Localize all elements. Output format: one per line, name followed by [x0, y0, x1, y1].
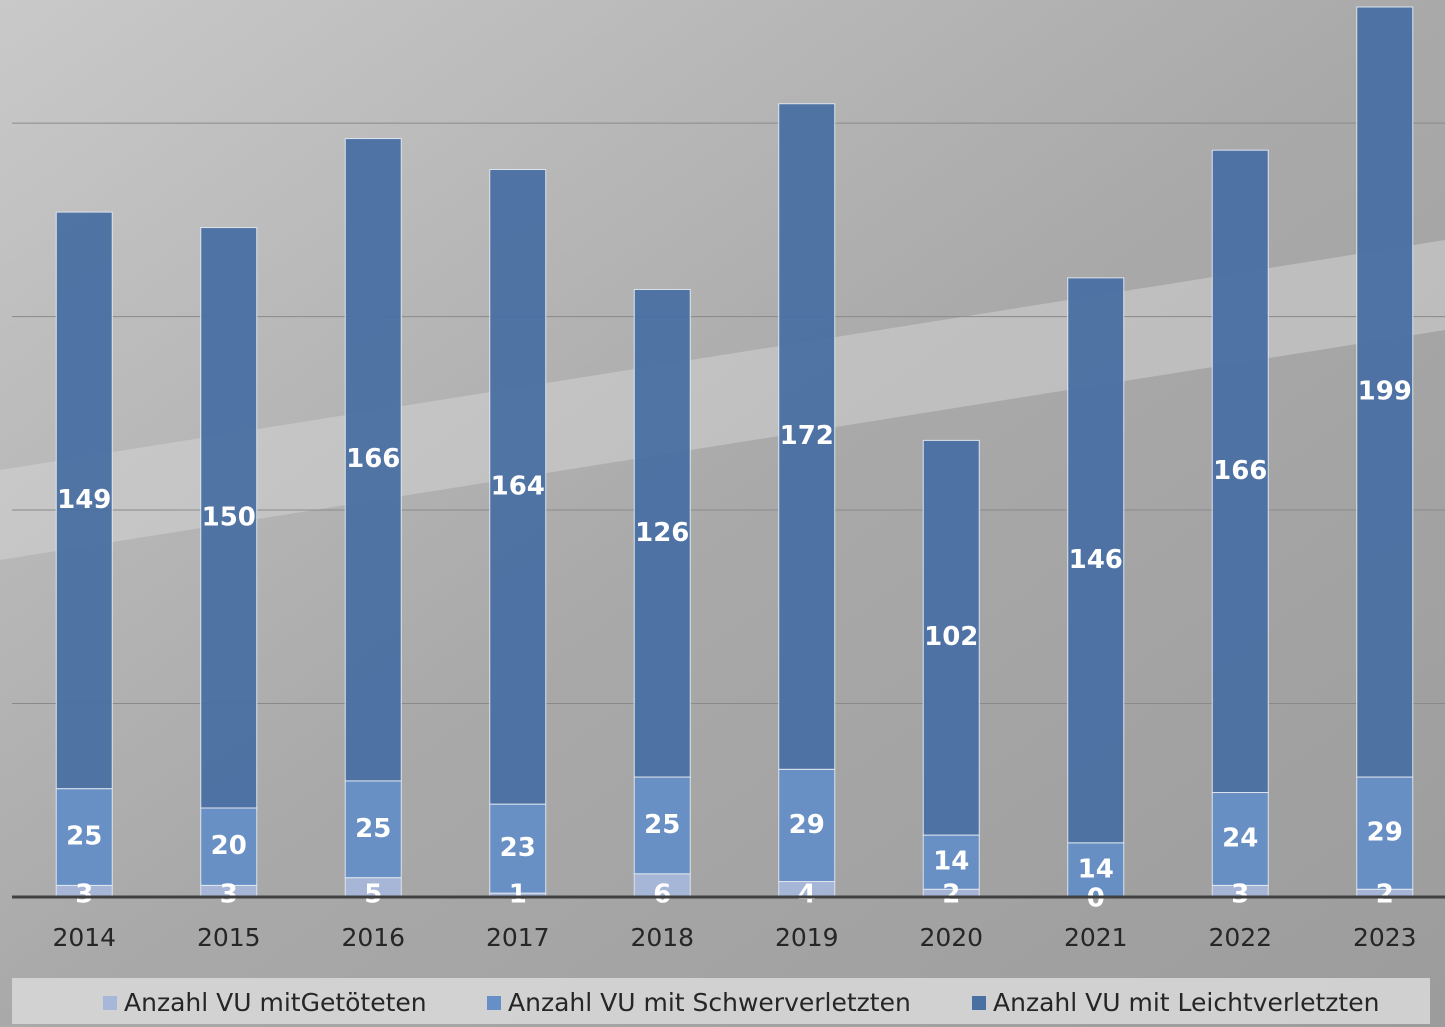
x-tick-label: 2021 — [1064, 923, 1128, 952]
x-tick-label: 2015 — [197, 923, 261, 952]
data-label: 2 — [1376, 880, 1394, 910]
data-label: 146 — [1069, 545, 1123, 575]
data-label: 20 — [211, 831, 247, 861]
data-label: 164 — [491, 471, 545, 501]
data-label: 24 — [1222, 823, 1258, 853]
chart: 3251492014320150201552516620161231642017… — [0, 0, 1445, 1027]
x-tick-label: 2023 — [1353, 923, 1417, 952]
data-label: 5 — [364, 880, 382, 910]
data-label: 149 — [57, 485, 111, 515]
data-label: 126 — [635, 518, 689, 548]
data-label: 23 — [500, 833, 536, 863]
data-label: 3 — [75, 880, 93, 910]
data-label: 25 — [355, 814, 391, 844]
data-label: 199 — [1358, 377, 1412, 407]
legend-label: Anzahl VU mit Leichtverletzten — [993, 988, 1379, 1017]
data-label: 29 — [789, 810, 825, 840]
data-label: 3 — [220, 880, 238, 910]
x-tick-label: 2017 — [486, 923, 550, 952]
legend-swatch — [103, 996, 117, 1010]
legend-label: Anzahl VU mitGetöteten — [124, 988, 427, 1017]
data-label: 4 — [798, 880, 816, 910]
data-label: 150 — [202, 502, 256, 532]
legend-swatch — [972, 996, 986, 1010]
legend-swatch — [487, 996, 501, 1010]
x-tick-label: 2019 — [775, 923, 839, 952]
legend-label: Anzahl VU mit Schwerverletzten — [508, 988, 911, 1017]
x-tick-label: 2018 — [630, 923, 694, 952]
data-label: 6 — [653, 880, 671, 910]
x-tick-label: 2020 — [919, 923, 983, 952]
x-tick-label: 2022 — [1208, 923, 1272, 952]
data-label: 1 — [509, 880, 527, 910]
data-label: 14 — [1078, 854, 1114, 884]
data-label: 25 — [66, 822, 102, 852]
data-label: 2 — [942, 880, 960, 910]
x-tick-label: 2016 — [341, 923, 405, 952]
x-tick-label: 2014 — [52, 923, 116, 952]
data-label: 166 — [1213, 456, 1267, 486]
data-label: 166 — [346, 444, 400, 474]
data-label: 102 — [924, 622, 978, 652]
data-label: 29 — [1367, 818, 1403, 848]
data-label: 25 — [644, 810, 680, 840]
data-label: 3 — [1231, 880, 1249, 910]
data-label: 14 — [933, 847, 969, 877]
data-label: 172 — [780, 421, 834, 451]
